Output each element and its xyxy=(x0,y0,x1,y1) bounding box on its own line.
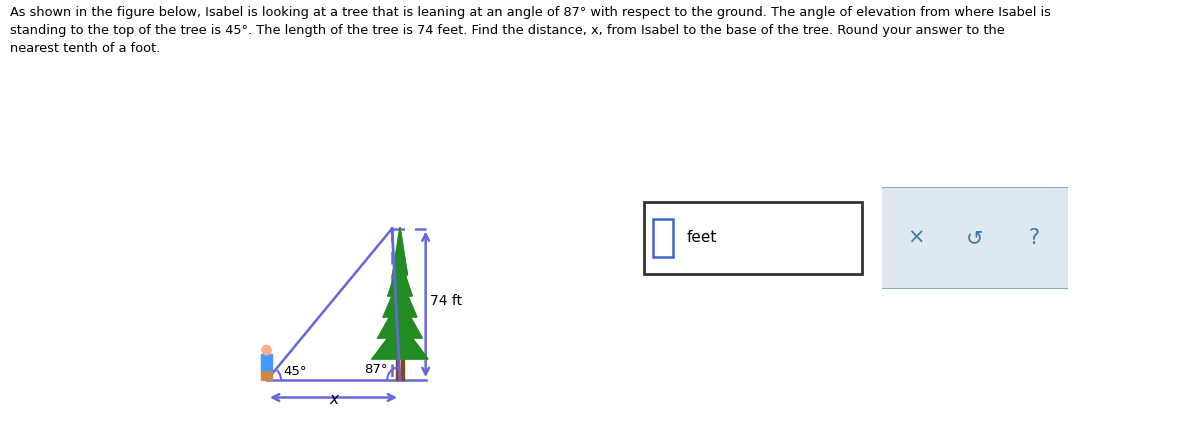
Polygon shape xyxy=(378,298,422,338)
FancyBboxPatch shape xyxy=(876,187,1074,289)
Text: 45°: 45° xyxy=(284,365,307,378)
Polygon shape xyxy=(372,322,428,359)
Text: ×: × xyxy=(907,228,924,248)
Text: ?: ? xyxy=(1028,228,1040,248)
Polygon shape xyxy=(401,359,403,380)
FancyBboxPatch shape xyxy=(653,219,673,257)
Bar xyxy=(262,369,271,380)
Circle shape xyxy=(262,346,271,355)
Text: 87°: 87° xyxy=(364,363,388,376)
FancyBboxPatch shape xyxy=(644,202,862,274)
Bar xyxy=(262,354,271,369)
Text: feet: feet xyxy=(686,230,716,246)
Text: x: x xyxy=(329,392,338,407)
Text: 74 ft: 74 ft xyxy=(430,294,462,308)
Text: As shown in the figure below, Isabel is looking at a tree that is leaning at an : As shown in the figure below, Isabel is … xyxy=(10,6,1050,55)
Polygon shape xyxy=(396,359,398,380)
Text: ↺: ↺ xyxy=(966,228,984,248)
Polygon shape xyxy=(392,227,408,275)
Polygon shape xyxy=(383,278,416,317)
Polygon shape xyxy=(388,259,412,296)
